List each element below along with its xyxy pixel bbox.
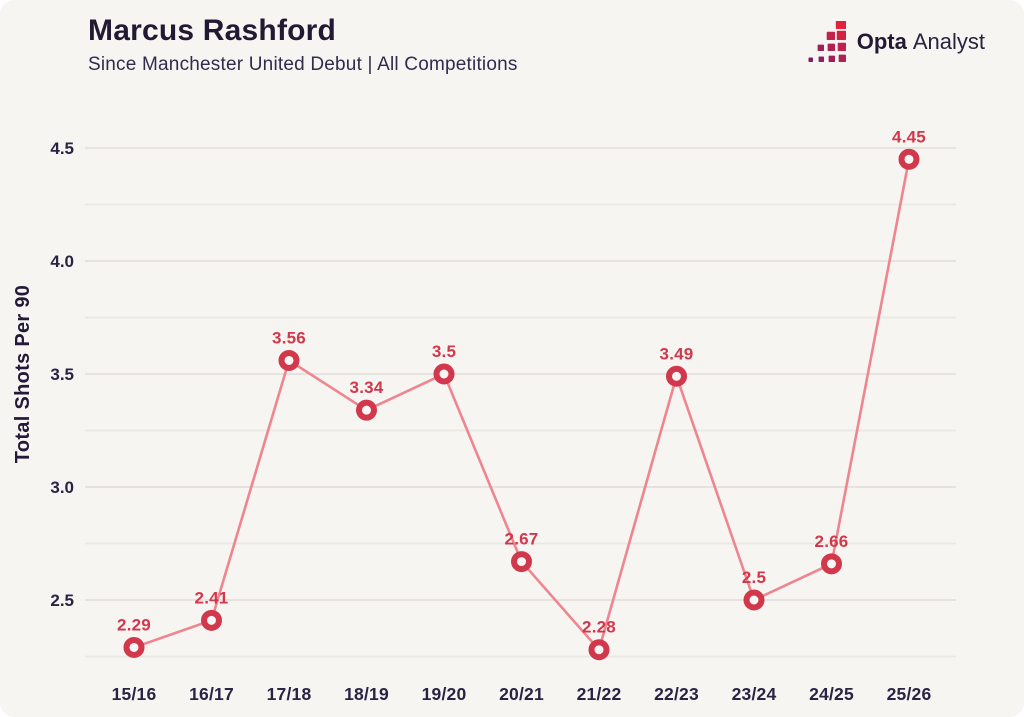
opta-steps-icon: [808, 21, 846, 62]
opta-analyst-logo: Opta Analyst: [802, 21, 985, 63]
logo-step-square: [837, 42, 846, 51]
x-tick-label-16-17: 16/17: [189, 684, 234, 704]
logo-step-square: [835, 21, 846, 29]
x-tick-label-17-18: 17/18: [267, 684, 312, 704]
data-point-19-20: [433, 363, 455, 385]
brand-name: Opta Analyst: [857, 29, 985, 55]
logo-step-square: [827, 43, 835, 51]
data-point-21-22: [588, 639, 610, 661]
data-point-15-16: [123, 636, 145, 658]
y-tick-label: 3.5: [50, 365, 74, 384]
logo-step-square: [817, 44, 824, 51]
y-axis-title: Total Shots Per 90: [12, 285, 34, 463]
page-subtitle: Since Manchester United Debut | All Comp…: [88, 53, 518, 75]
data-point-24-25: [821, 553, 842, 575]
logo-step-square: [838, 54, 846, 62]
logo-step-square: [808, 57, 813, 62]
data-label-18-19: 3.34: [350, 378, 384, 397]
x-tick-label-22-23: 22/23: [654, 684, 699, 704]
data-label-24-25: 2.66: [815, 532, 849, 551]
x-tick-label-23-24: 23/24: [732, 684, 777, 704]
series-line: [133, 159, 911, 653]
data-label-23-24: 2.5: [742, 568, 766, 587]
logo-step-square: [818, 56, 824, 62]
logo-step-square: [826, 31, 835, 40]
x-tick-label-25-26: 25/26: [887, 684, 932, 704]
x-tick-label-19-20: 19/20: [422, 684, 467, 704]
data-label-22-23: 3.49: [660, 344, 694, 363]
x-tick-label-15-16: 15/16: [112, 684, 157, 704]
data-label-21-22: 2.28: [582, 618, 616, 637]
data-label-15-16: 2.29: [117, 615, 151, 634]
data-point-23-24: [743, 589, 765, 611]
data-point-22-23: [666, 365, 687, 387]
data-label-16-17: 2.41: [195, 588, 229, 607]
page-title: Marcus Rashford: [88, 14, 337, 47]
data-label-25-26: 4.45: [892, 127, 926, 146]
x-tick-label-21-22: 21/22: [577, 684, 622, 704]
x-tick-label-24-25: 24/25: [809, 684, 854, 704]
y-tick-label: 2.5: [50, 591, 74, 610]
data-point-20-21: [511, 551, 532, 573]
y-tick-label: 4.0: [50, 252, 74, 271]
x-tick-label-18-19: 18/19: [344, 684, 389, 704]
data-point-18-19: [356, 399, 377, 421]
brand-name-bold: Opta: [856, 29, 907, 54]
brand-name-regular: Analyst: [912, 29, 985, 54]
data-point-25-26: [898, 148, 920, 170]
data-point-17-18: [278, 349, 300, 371]
x-tick-label-20-21: 20/21: [499, 684, 544, 704]
y-tick-label: 4.5: [50, 139, 74, 158]
data-label-19-20: 3.5: [432, 342, 456, 361]
logo-step-square: [836, 30, 846, 40]
logo-step-square: [828, 55, 835, 62]
y-tick-label: 3.0: [50, 478, 74, 497]
data-point-16-17: [201, 609, 222, 631]
data-label-20-21: 2.67: [505, 530, 539, 549]
chart-header: Marcus Rashford Since Manchester United …: [88, 12, 518, 76]
data-label-17-18: 3.56: [272, 328, 306, 347]
